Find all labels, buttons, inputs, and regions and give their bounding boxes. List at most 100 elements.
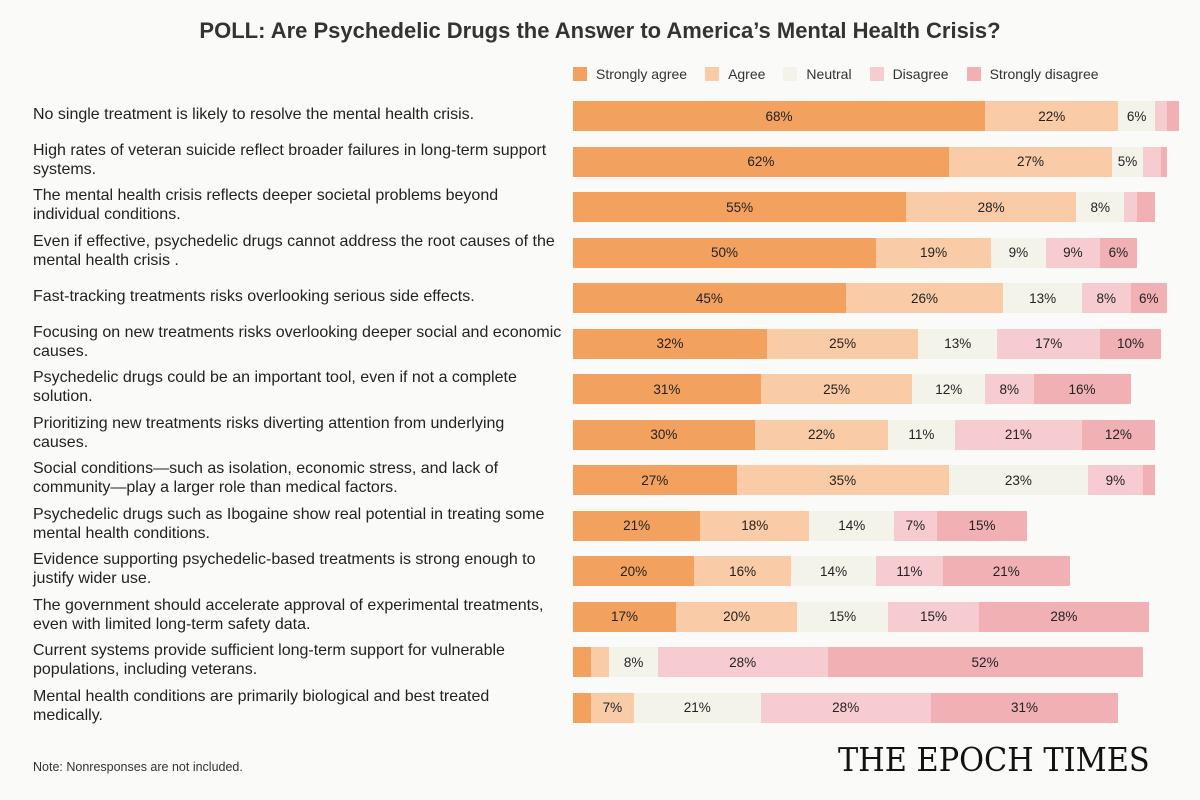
data-label: 17% [610,609,639,624]
bar-segment: 25% [766,328,919,359]
bar-segment: 52% [827,647,1143,677]
bar-segment: 9% [991,237,1046,268]
bar-segment: 15% [936,510,1028,541]
bar-segment: 8% [609,647,658,677]
legend-item: Strongly disagree [966,66,1099,82]
data-label: 15% [829,609,857,624]
data-label: 12% [1104,427,1132,442]
legend-label: Neutral [806,66,852,82]
bar-segment: 9% [1045,237,1101,268]
bar-segment: 17% [997,328,1101,359]
bar-segment: 28% [906,192,1076,222]
bar-segment: 11% [876,556,943,586]
bar-segment: 28% [760,692,931,723]
bar-segment: 62% [573,146,949,177]
bar-segment: 7% [591,692,634,723]
data-label: 15% [920,609,948,624]
data-label: 13% [1029,290,1057,306]
legend-label: Strongly agree [596,66,688,82]
legend: Strongly agree Agree Neutral Disagree Strong… [573,66,1117,82]
data-label: 22% [1038,108,1066,124]
data-label: 28% [1050,609,1078,624]
bar-segment: 9% [1088,465,1143,495]
category-label: No single treatment is likely to resolve… [33,105,475,123]
category-label: High rates of veteran suicide reflect br… [33,141,547,178]
data-label: 20% [723,609,751,624]
bar-segment: 45% [573,283,846,313]
bar-segment: 28% [657,647,828,677]
bar-segment: 12% [912,374,986,404]
bar-segment: 31% [573,374,761,404]
bar-segment: 27% [573,465,737,495]
category-label: Mental health conditions are primarily b… [33,687,490,724]
bar-segment: 50% [573,237,876,268]
bar-segment: 20% [676,601,798,632]
category-label: Prioritizing new treatments risks divert… [33,414,505,451]
data-label: 25% [829,336,857,351]
bar-segment: 15% [797,601,889,632]
publisher-logo: THE EPOCH TIMES [838,740,1150,779]
bar-segment: 12% [1082,419,1155,450]
bar-segment: 21% [573,510,701,541]
data-label: 21% [683,700,711,715]
bar-segment: 8% [1075,192,1125,222]
legend-item: Neutral [783,66,852,82]
category-label: Even if effective, psychedelic drugs can… [33,232,555,269]
legend-item: Strongly agree [573,66,687,82]
bar-segment: 8% [1082,283,1131,313]
data-label: 50% [710,245,739,260]
bar-segment: 31% [930,692,1119,723]
data-label: 31% [653,381,681,397]
category-label: Fast-tracking treatments risks overlooki… [33,287,475,305]
bar-segment: 6% [1130,283,1167,313]
legend-label: Strongly disagree [989,66,1099,82]
bar-segment: 20% [573,556,695,586]
bar-segment: 30% [573,419,755,450]
bar-segment: 68% [573,101,986,131]
bar-segment: 21% [633,692,761,723]
data-label: 16% [729,563,757,579]
bar-segment: 16% [1033,374,1131,404]
category-label: Psychedelic drugs could be an important … [33,369,517,405]
data-label: 18% [741,518,769,533]
legend-item: Disagree [869,66,949,82]
data-label: 12% [935,381,963,397]
data-label: 9% [1008,245,1029,260]
data-label: 8% [1090,199,1110,215]
data-label: 62% [747,154,775,169]
bar-segment: 11% [888,419,955,450]
data-label: 31% [1010,700,1038,715]
bar-segment: 19% [876,237,992,268]
data-label: 52% [971,654,999,670]
data-label: 45% [695,290,723,306]
bar-segment: 55% [573,192,907,222]
data-label: 27% [641,472,669,488]
data-label: 30% [650,427,678,442]
bar-segment: 23% [948,465,1089,495]
data-label: 21% [623,518,651,533]
data-label: 11% [896,563,923,579]
bar-segment: 13% [1003,283,1083,313]
category-label: The government should accelerate approva… [33,596,544,633]
bar-segment: 21% [942,556,1070,586]
data-label: 19% [920,245,948,260]
bar-segment: 27% [948,146,1113,177]
data-label: 68% [765,108,793,124]
bar-segment: 13% [918,328,998,359]
bar-segment: 35% [736,465,949,495]
bar-segment [1136,192,1155,222]
data-label: 11% [908,427,935,442]
bar-segment: 14% [791,556,876,586]
legend-swatch [705,67,720,81]
bar-segment: 14% [809,510,895,541]
data-label: 9% [1063,245,1083,260]
data-label: 26% [910,290,938,306]
bar-segment: 32% [573,328,767,359]
data-label: 13% [944,336,972,351]
data-label: 23% [1004,472,1032,488]
chart-title: POLL: Are Psychedelic Drugs the Answer t… [199,18,1001,43]
data-label: 6% [1138,290,1159,306]
category-label: Social conditions—such as isolation, eco… [33,460,499,496]
data-label: 7% [905,518,926,533]
bar-segment [1166,101,1179,131]
